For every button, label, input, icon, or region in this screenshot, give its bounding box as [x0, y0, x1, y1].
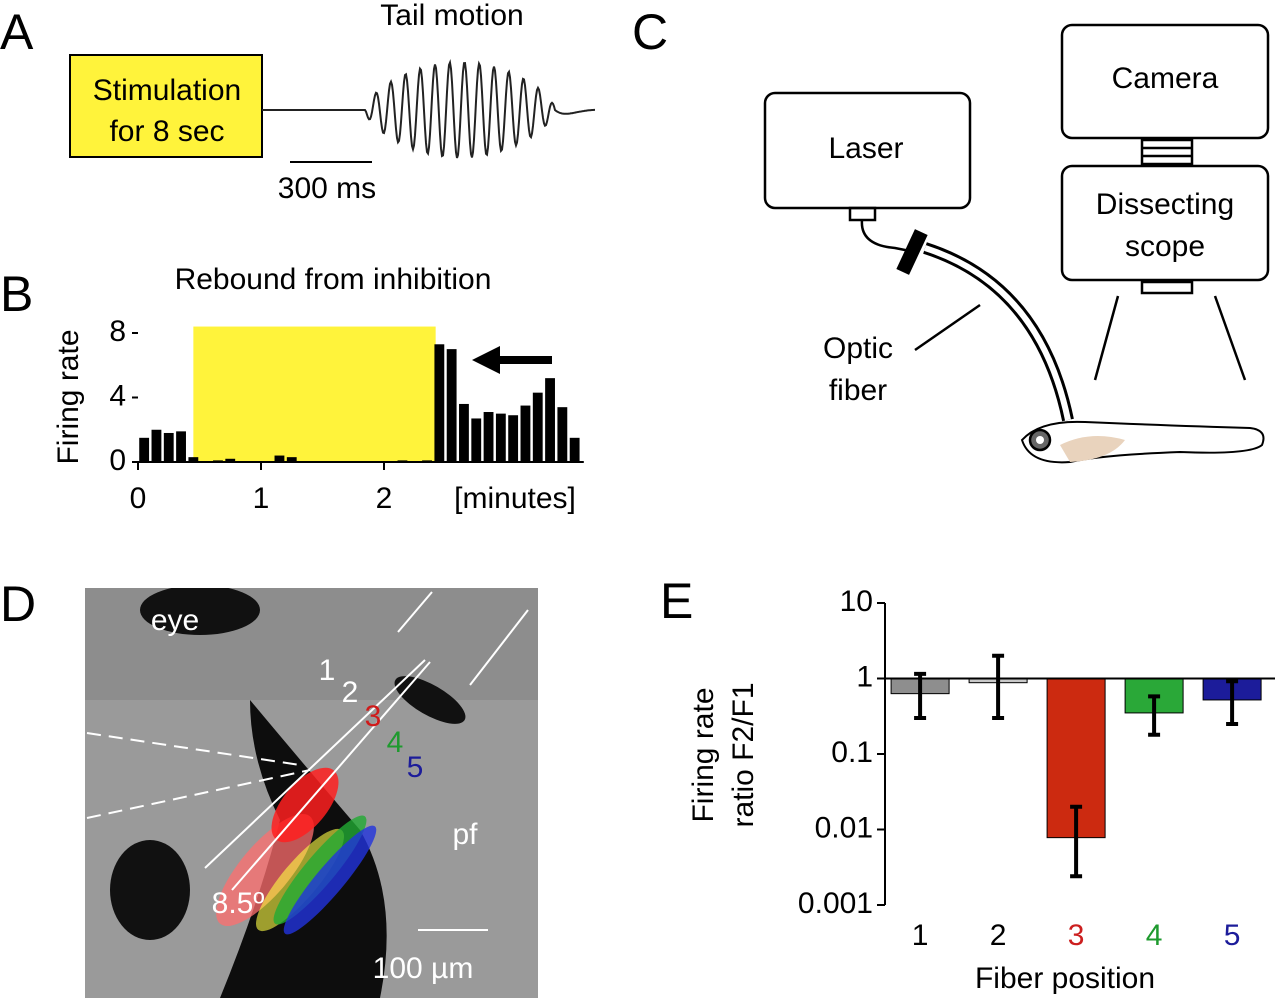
highlight-region: [193, 326, 436, 462]
scale-label: 300 ms: [278, 172, 376, 205]
error-bar: [1226, 679, 1239, 726]
panel-label: B: [0, 266, 33, 322]
fiber-clamp: [896, 229, 928, 275]
bar: [532, 392, 543, 462]
bar: [286, 457, 297, 462]
error-bar: [914, 671, 927, 720]
y-tick-label: 0.001: [798, 887, 873, 920]
box-text: Stimulation: [93, 74, 241, 107]
bar: [520, 405, 531, 462]
panel-label: D: [0, 576, 36, 632]
x-tick-label: 5: [1224, 919, 1241, 952]
x-tick-label: 1: [912, 919, 929, 952]
microscope-image: [85, 588, 538, 998]
bar: [483, 412, 494, 462]
image-label: pf: [452, 818, 478, 851]
x-tick-label: 0: [130, 482, 147, 515]
box-text: for 8 sec: [109, 115, 224, 148]
y-tick-label: 1: [856, 660, 873, 693]
error-bar: [1070, 804, 1083, 879]
camera-label: Camera: [1112, 62, 1219, 95]
scale-label: 100 µm: [373, 952, 474, 985]
y-tick-label: 10: [840, 585, 873, 618]
position-label: 5: [407, 751, 424, 784]
chart-title: Rebound from inhibition: [175, 263, 492, 296]
laser-label: Laser: [828, 132, 903, 165]
panel-label: C: [632, 4, 668, 60]
bar: [274, 455, 285, 462]
panel-label: A: [0, 4, 34, 60]
scope-label: scope: [1125, 230, 1205, 263]
bar: [508, 415, 519, 462]
error-bar: [992, 653, 1005, 720]
x-tick-label: 1: [253, 482, 270, 515]
bar: [557, 407, 568, 462]
position-label: 4: [387, 726, 404, 759]
bar: [163, 432, 174, 462]
image-label: eye: [151, 604, 199, 637]
position-label: 2: [342, 676, 359, 709]
error-bar: [1148, 694, 1161, 737]
x-axis-label: [minutes]: [454, 482, 576, 515]
trace-title: Tail motion: [380, 0, 523, 32]
setup-diagram: [763, 23, 1270, 464]
position-label: 1: [319, 654, 336, 687]
stimulation-box: [69, 54, 263, 158]
scope-label: Dissecting: [1096, 188, 1234, 221]
bar: [434, 344, 445, 462]
bar: [176, 431, 186, 462]
bar: [446, 349, 457, 462]
bar: [495, 413, 506, 462]
bar: [188, 457, 199, 462]
y-tick-label: 0.01: [815, 811, 873, 844]
y-tick-label: 0.1: [831, 736, 873, 769]
bar: [459, 403, 469, 462]
bar: [139, 437, 150, 462]
x-axis-label: Fiber position: [975, 962, 1155, 995]
bar: [545, 378, 555, 462]
x-tick-label: 4: [1146, 919, 1163, 952]
y-tick-label: 4: [109, 379, 126, 412]
fiber-label: Optic: [823, 332, 893, 365]
y-tick-label: 8: [109, 315, 126, 348]
bar: [569, 437, 580, 462]
y-axis-label: Firing rate: [687, 687, 720, 822]
fiber-label: fiber: [829, 374, 887, 407]
panel-label: E: [660, 573, 693, 629]
y-tick-label: 0: [109, 444, 126, 477]
arrow: [472, 346, 552, 374]
x-tick-label: 2: [990, 919, 1007, 952]
bar: [471, 418, 482, 462]
tail-trace: [262, 58, 595, 159]
x-tick-label: 2: [376, 482, 393, 515]
bar: [225, 458, 236, 462]
y-axis-label: ratio F2/F1: [727, 682, 760, 827]
y-axis-label: Firing rate: [52, 329, 85, 464]
angle-label: 8.5º: [212, 887, 265, 920]
bar: [151, 429, 162, 462]
position-label: 3: [365, 700, 382, 733]
x-tick-label: 3: [1068, 919, 1085, 952]
